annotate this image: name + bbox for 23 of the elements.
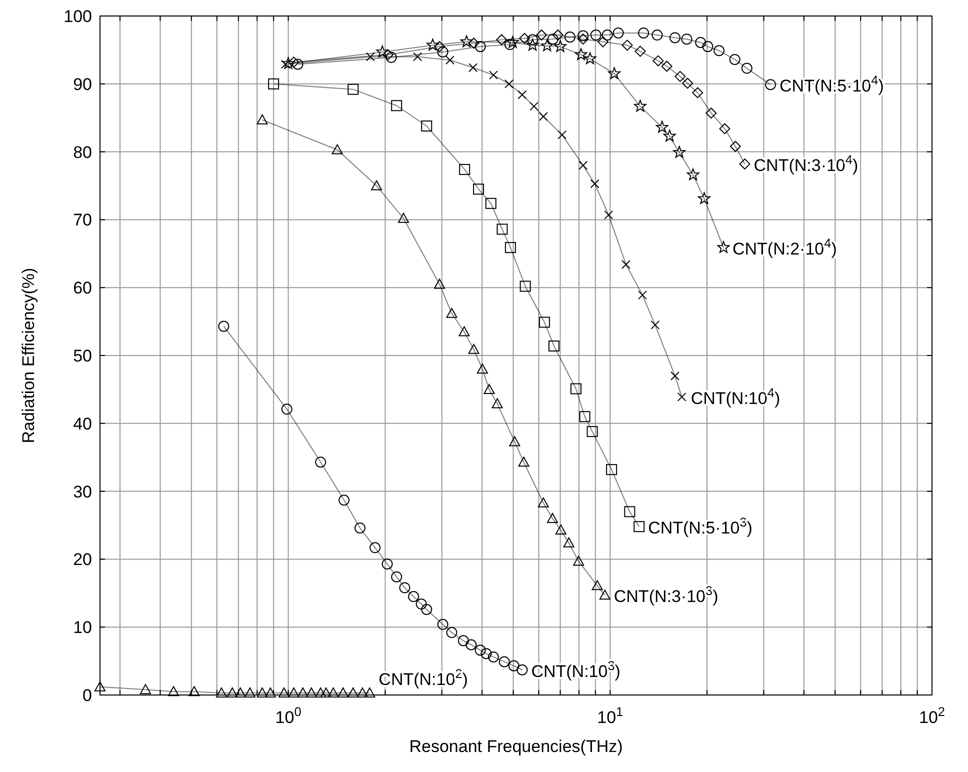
series-label: CNT(N:3·10$^{4}$) (754, 152, 858, 176)
y-tick-label: 30 (73, 482, 92, 502)
y-tick-label: 60 (73, 278, 92, 298)
y-tick-label: 90 (73, 74, 92, 94)
x-tick-label: 10$^{2}$ (918, 704, 946, 727)
y-tick-label: 50 (73, 346, 92, 366)
y-tick-label: 70 (73, 210, 92, 230)
x-tick-label: 10$^{0}$ (275, 704, 302, 727)
series-label: CNT(N:5·10$^{3}$) (648, 514, 752, 538)
x-axis-title: Resonant Frequencies(THz) (409, 737, 623, 756)
y-tick-label: 10 (73, 618, 92, 638)
y-tick-label: 0 (82, 686, 92, 705)
series-label: CNT(N:5·10$^{4}$) (780, 72, 884, 96)
series-label: CNT(N:3·10$^{3}$) (614, 582, 718, 606)
series-label: CNT(N:10$^{4}$) (690, 384, 780, 408)
y-tick-label: 100 (64, 7, 92, 26)
y-tick-label: 40 (73, 414, 92, 434)
y-tick-label: 20 (73, 550, 92, 570)
x-tick-label: 10$^{1}$ (597, 704, 624, 727)
series-label: CNT(N:10$^{3}$) (531, 657, 620, 681)
series-label: CNT(N:2·10$^{4}$) (732, 235, 837, 259)
y-axis-title: Radiation Efficiency(%) (19, 268, 38, 444)
y-tick-label: 80 (73, 142, 92, 162)
